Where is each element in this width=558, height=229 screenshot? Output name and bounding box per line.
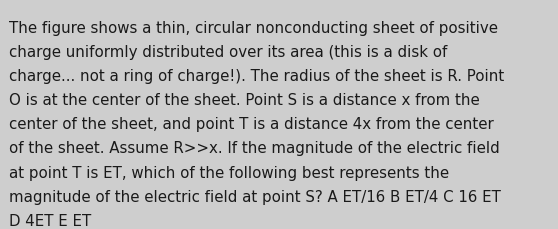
Text: center of the sheet, and point T is a distance 4x from the center: center of the sheet, and point T is a di… (9, 117, 494, 132)
Text: The figure shows a thin, circular nonconducting sheet of positive: The figure shows a thin, circular noncon… (9, 21, 498, 35)
Text: magnitude of the electric field at point S? A ET/16 B ET/4 C 16 ET: magnitude of the electric field at point… (9, 189, 501, 204)
Text: charge uniformly distributed over its area (this is a disk of: charge uniformly distributed over its ar… (9, 45, 448, 60)
Text: of the sheet. Assume R>>x. If the magnitude of the electric field: of the sheet. Assume R>>x. If the magnit… (9, 141, 499, 156)
Text: O is at the center of the sheet. Point S is a distance x from the: O is at the center of the sheet. Point S… (9, 93, 480, 108)
Text: D 4ET E ET: D 4ET E ET (9, 213, 91, 228)
Text: at point T is ET, which of the following best represents the: at point T is ET, which of the following… (9, 165, 449, 180)
Text: charge... not a ring of charge!). The radius of the sheet is R. Point: charge... not a ring of charge!). The ra… (9, 69, 504, 84)
